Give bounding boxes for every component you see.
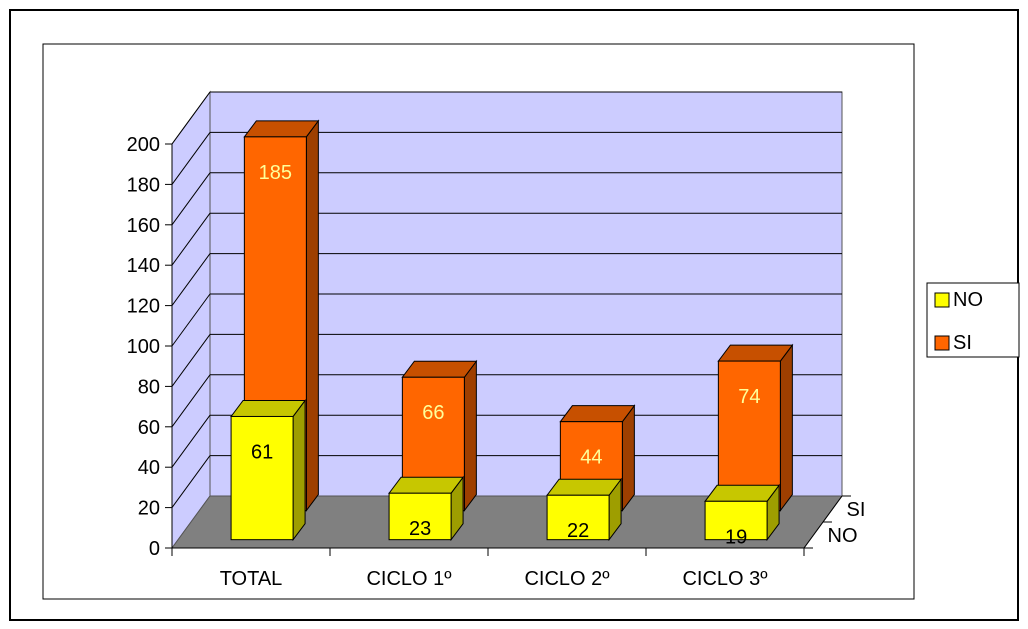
x-tick-label: CICLO 1º [366, 568, 452, 590]
bar-value-label: 23 [409, 518, 431, 540]
y-axis: 0 20 40 60 80 100 120 140 160 180 200 [127, 134, 173, 560]
bar-value-label: 66 [422, 402, 444, 424]
y-tick-label: 20 [138, 498, 160, 520]
gridline-side [171, 293, 211, 347]
depth-label-si: SI [847, 499, 866, 521]
legend-label-no: NO [953, 289, 983, 311]
bar-value-label: 44 [580, 447, 602, 469]
y-tick-label: 160 [127, 215, 160, 237]
bar-top [704, 484, 781, 502]
bar-no-0: 61 [230, 398, 307, 542]
bar-top [230, 399, 307, 417]
bar-side [779, 343, 793, 513]
bar-value-label: 22 [567, 520, 589, 542]
gridline-side [171, 91, 211, 145]
legend-swatch-no [934, 292, 950, 308]
gridline-side [171, 212, 211, 266]
bar-no-1: 23 [388, 475, 465, 542]
bar-top [401, 360, 478, 378]
x-axis: TOTAL CICLO 1º CICLO 2º CICLO 3º [171, 547, 805, 590]
bar-value-label: 61 [251, 441, 273, 463]
bars: 185 66 44 74 61 23 22 19 [230, 119, 794, 548]
y-tick-label: 200 [127, 134, 160, 156]
gridline-side [171, 455, 211, 508]
x-tick-label: CICLO 2º [524, 568, 610, 590]
gridline-side [171, 132, 211, 185]
y-tick-label: 120 [127, 296, 160, 318]
bar-front [704, 500, 768, 541]
x-tick-label: CICLO 3º [682, 568, 768, 590]
gridline-side [171, 414, 211, 468]
gridline-side [171, 374, 211, 428]
bar-value-label: 74 [738, 386, 760, 408]
bar-value-label: 19 [725, 526, 747, 548]
bar-front [546, 494, 610, 541]
legend-swatch-si [934, 335, 950, 351]
gridline-side [171, 172, 211, 226]
bar-top [559, 405, 636, 423]
legend: NO SI [926, 282, 1020, 358]
x-tick-label: TOTAL [220, 568, 283, 590]
bar-front [230, 415, 294, 541]
bar-top [717, 344, 794, 362]
bar-value-label: 185 [259, 162, 292, 184]
y-tick-label: 140 [127, 255, 160, 277]
legend-label-si: SI [953, 332, 972, 354]
depth-axis: SI NO [803, 495, 866, 549]
bar-side [621, 404, 635, 513]
bar-side [292, 398, 306, 542]
bar-top [546, 478, 623, 496]
bar-top [243, 120, 320, 138]
bar-top [388, 476, 465, 494]
y-tick-label: 0 [149, 538, 160, 560]
bar-no-3: 19 [704, 483, 781, 548]
bar-side [463, 359, 477, 513]
y-tick-label: 60 [138, 417, 160, 439]
bar-front [388, 492, 452, 541]
y-tick-label: 100 [127, 336, 160, 358]
y-tick-label: 40 [138, 457, 160, 479]
y-tick-label: 80 [138, 376, 160, 398]
depth-label-no: NO [828, 525, 858, 547]
bar-no-2: 22 [546, 477, 623, 542]
gridline-side [171, 334, 211, 387]
gridline-side [171, 253, 211, 306]
y-tick-label: 180 [127, 174, 160, 196]
bar-side [305, 119, 319, 513]
